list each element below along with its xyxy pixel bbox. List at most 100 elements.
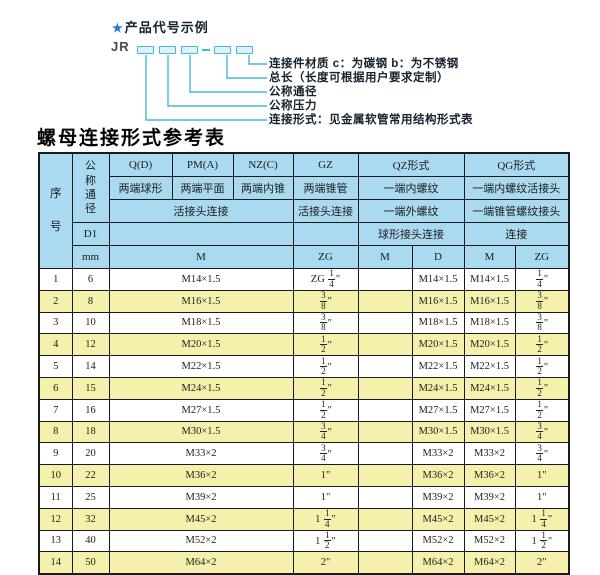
cell-gz: 3 8 " — [292, 289, 359, 313]
cell-qg-m: M24×1.5 — [463, 376, 516, 400]
cell-qz-d: M24×1.5 — [411, 376, 465, 400]
cell-qg-m: M30×1.5 — [463, 420, 516, 444]
cell-qg-zg: 1 2 " — [514, 398, 570, 422]
cell-qg-m: M18×1.5 — [463, 311, 516, 335]
header-empty-left — [108, 222, 294, 246]
header-q-sub: 两端球形 — [108, 176, 173, 200]
header-nz: NZ(C) — [232, 152, 294, 177]
code-label-material: 连接件材质 c：为碳钢 b：为不锈钢 — [269, 58, 459, 70]
header-qz-sub: 一端内螺纹 — [357, 176, 465, 200]
cell-qz-d: M20×1.5 — [411, 333, 465, 357]
code-dash — [202, 49, 210, 51]
header-unit-mm: mm — [71, 245, 110, 269]
cell-qg-zg: 1 2 " — [514, 333, 570, 357]
cell-m: M52×2 — [108, 529, 294, 553]
header-pm-sub: 两端平面 — [171, 176, 234, 200]
header-d1: D1 — [71, 222, 110, 246]
cell-gz: 3 8 " — [292, 311, 359, 335]
header-left-connection: 活接头连接 — [108, 199, 294, 223]
cell-dn: 6 — [71, 268, 110, 291]
cell-gz: 3 4 " — [292, 420, 359, 444]
cell-dn: 32 — [71, 507, 110, 531]
cell-qz-d: M52×2 — [411, 529, 465, 553]
code-box-2 — [159, 46, 176, 54]
header-qg-connection3: 连接 — [463, 222, 570, 246]
header-empty-gz — [292, 222, 359, 246]
cell-qg-m: M64×2 — [463, 551, 516, 575]
cell-qz-m — [357, 376, 413, 400]
cell-no: 13 — [38, 529, 73, 553]
cell-qg-zg: 1" — [514, 485, 570, 509]
table-body: 1 6 M14×1.5 ZG 1 4 " M14×1.5 M14×1.5 1 4 " 2 8 M16×1.… — [38, 268, 570, 575]
cell-m: M18×1.5 — [108, 311, 294, 335]
cell-gz: 2" — [292, 551, 359, 575]
header-unit-qz-m: M — [357, 245, 413, 269]
cell-qz-d: M14×1.5 — [411, 268, 465, 291]
header-qz-connection3: 球形接头连接 — [357, 222, 465, 246]
cell-dn: 18 — [71, 420, 110, 444]
cell-m: M36×2 — [108, 464, 294, 487]
cell-gz: ZG 1 4 " — [292, 268, 359, 291]
cell-gz: 1 2 " — [292, 398, 359, 422]
product-code-example-text: 产品代号示例 — [124, 20, 209, 35]
cell-dn: 16 — [71, 398, 110, 422]
cell-m: M22×1.5 — [108, 355, 294, 378]
header-gz: GZ — [292, 152, 359, 177]
header-gz-sub: 两端锥管 — [292, 176, 359, 200]
header-pm: PM(A) — [171, 152, 234, 177]
header-unit-qg-zg: ZG — [514, 245, 570, 269]
cell-no: 8 — [38, 420, 73, 444]
cell-qz-d: M30×1.5 — [411, 420, 465, 444]
cell-dn: 22 — [71, 464, 110, 487]
cell-dn: 10 — [71, 311, 110, 335]
cell-no: 12 — [38, 507, 73, 531]
cell-qg-m: M52×2 — [463, 529, 516, 553]
code-box-1 — [137, 46, 154, 54]
cell-no: 2 — [38, 289, 73, 313]
nut-connection-reference-table: 序号 公称通径 Q(D) PM(A) NZ(C) GZ QZ形式 QG形式 两端… — [38, 152, 571, 575]
table-row: 10 22 M36×2 1" M36×2 M36×2 1" — [38, 464, 570, 487]
header-dn: 公称通径 — [71, 152, 110, 223]
cell-qz-m — [357, 311, 413, 335]
code-labels: 连接件材质 c：为碳钢 b：为不锈钢 总长（长度可根据用户要求定制） 公称通径 … — [269, 57, 473, 127]
header-qg: QG形式 — [463, 152, 570, 177]
cell-qg-zg: 1 2 " — [514, 376, 570, 400]
cell-qg-m: M33×2 — [463, 442, 516, 466]
cell-no: 5 — [38, 355, 73, 378]
cell-qg-zg: 3 4 " — [514, 442, 570, 466]
header-qz: QZ形式 — [357, 152, 465, 177]
cell-qz-m — [357, 551, 413, 575]
cell-qz-m — [357, 420, 413, 444]
table-row: 12 32 M45×2 1 1 4 " M45×2 M45×2 1 1 4 " — [38, 507, 570, 531]
cell-m: M64×2 — [108, 551, 294, 575]
header-qg-connection2: 一端锥管螺纹接头 — [463, 199, 570, 223]
header-qz-connection2: 一端外螺纹 — [357, 199, 465, 223]
table-title: 螺母连接形式参考表 — [37, 128, 227, 149]
cell-gz: 1 2 " — [292, 376, 359, 400]
cell-qg-m: M45×2 — [463, 507, 516, 531]
cell-m: M33×2 — [108, 442, 294, 466]
table-row: 3 10 M18×1.5 3 8 " M18×1.5 M18×1.5 3 8 " — [38, 311, 570, 335]
table-row: 11 25 M39×2 1" M39×2 M39×2 1" — [38, 485, 570, 509]
cell-dn: 20 — [71, 442, 110, 466]
cell-qz-d: M16×1.5 — [411, 289, 465, 313]
table-row: 6 15 M24×1.5 1 2 " M24×1.5 M24×1.5 1 2 " — [38, 376, 570, 400]
cell-no: 4 — [38, 333, 73, 357]
product-code-example-title: ★产品代号示例 — [112, 17, 209, 36]
cell-gz: 1 1 4 " — [292, 507, 359, 531]
cell-qg-m: M27×1.5 — [463, 398, 516, 422]
cell-qz-m — [357, 485, 413, 509]
cell-qz-d: M18×1.5 — [411, 311, 465, 335]
cell-qz-d: M36×2 — [411, 464, 465, 487]
table-row: 8 18 M30×1.5 3 4 " M30×1.5 M30×1.5 3 4 " — [38, 420, 570, 444]
star-icon: ★ — [112, 21, 124, 35]
cell-m: M45×2 — [108, 507, 294, 531]
cell-qz-d: M33×2 — [411, 442, 465, 466]
cell-no: 7 — [38, 398, 73, 422]
cell-dn: 15 — [71, 376, 110, 400]
header-gz-connection: 活接头连接 — [292, 199, 359, 223]
cell-m: M16×1.5 — [108, 289, 294, 313]
cell-qg-zg: 1 4 " — [514, 268, 570, 291]
header-unit-zg: ZG — [292, 245, 359, 269]
cell-qg-m: M20×1.5 — [463, 333, 516, 357]
